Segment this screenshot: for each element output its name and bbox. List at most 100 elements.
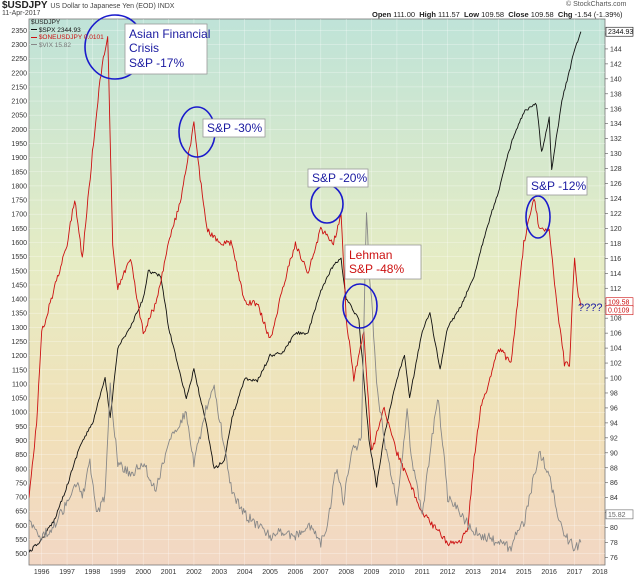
legend-item-spx: $SPX 2344.93	[31, 27, 104, 35]
x-tick-label: 1996	[34, 569, 50, 576]
left-tick-label: 800	[15, 466, 27, 473]
left-tick-label: 650	[15, 509, 27, 516]
right-tick-label: 116	[610, 256, 621, 263]
right-tick-label: 144	[610, 46, 622, 53]
left-tick-label: 2250	[11, 56, 27, 63]
last-value-label: 0.0109	[608, 308, 630, 315]
right-tick-label: 88	[610, 465, 618, 472]
annotation-asian-line3: S&P -17%	[129, 56, 184, 70]
series-line-spx	[29, 31, 582, 553]
x-tick-label: 1999	[110, 569, 126, 576]
left-tick-label: 2000	[11, 127, 27, 134]
right-tick-label: 106	[610, 331, 622, 338]
left-tick-label: 1750	[11, 198, 27, 205]
last-value-label: 2344.93	[608, 29, 633, 36]
left-tick-label: 1900	[11, 155, 27, 162]
left-tick-label: 1700	[11, 212, 27, 219]
left-tick-label: 850	[15, 452, 27, 459]
open-label: Open	[372, 10, 392, 19]
right-tick-label: 78	[610, 540, 618, 547]
left-tick-label: 1200	[11, 353, 27, 360]
x-tick-label: 2007	[313, 569, 329, 576]
series-line-oneusdjpy	[29, 36, 582, 547]
x-tick-label: 2016	[541, 569, 557, 576]
x-tick-label: 2013	[465, 569, 481, 576]
right-tick-label: 122	[610, 211, 622, 218]
stockcharts-brand: © StockCharts.com	[566, 1, 627, 8]
chart-header: $USDJPY US Dollar to Japanese Yen (EOD) …	[2, 0, 174, 11]
x-axis: 1996 1997 1998 1999 2000 2001 2002 2003 2004 2005…	[34, 569, 608, 576]
x-tick-label: 2006	[288, 569, 304, 576]
x-tick-label: 2002	[186, 569, 202, 576]
series-line-vix	[29, 212, 582, 552]
right-tick-label: 118	[610, 241, 621, 248]
right-axis: 7678808284868890929496981001021041061081…	[605, 31, 622, 562]
plot-background	[28, 18, 606, 566]
right-tick-label: 140	[610, 76, 622, 83]
left-tick-label: 550	[15, 537, 27, 544]
left-tick-label: 900	[15, 438, 27, 445]
right-tick-label: 120	[610, 226, 622, 233]
right-tick-label: 92	[610, 435, 618, 442]
left-tick-label: 500	[15, 551, 27, 558]
annotation-lehman-line1: Lehman	[349, 248, 392, 262]
close-value: 109.58	[530, 10, 554, 19]
high-value: 111.57	[438, 10, 460, 19]
left-tick-label: 750	[15, 480, 27, 487]
left-tick-label: 600	[15, 523, 27, 530]
left-tick-label: 1500	[11, 268, 27, 275]
left-axis: 500 550 600 650 700 750 800 850 900 950 1000 1050 11…	[11, 28, 27, 558]
left-tick-label: 2350	[11, 28, 27, 35]
left-tick-label: 2100	[11, 99, 27, 106]
high-label: High	[419, 10, 436, 19]
x-tick-label: 2018	[592, 569, 608, 576]
legend-item-oneusdjpy: $ONEUSDJPY 0.0101	[31, 34, 104, 42]
legend-item-usdjpy: $USDJPY	[31, 19, 61, 26]
x-tick-label: 2009	[364, 569, 380, 576]
last-value-label: 15.82	[608, 512, 626, 519]
right-tick-label: 76	[610, 555, 618, 562]
left-tick-label: 1000	[11, 410, 27, 417]
chg-value: -1.54 (-1.39%)	[574, 10, 623, 19]
annotation-lehman-line2: S&P -48%	[349, 262, 404, 276]
annotation-asian-line1: Asian Financial	[129, 27, 210, 41]
annotation-asian-crisis: Asian Financial Crisis S&P -17%	[124, 23, 210, 75]
x-tick-label: 2008	[338, 569, 354, 576]
left-tick-label: 1250	[11, 339, 27, 346]
low-value: 109.58	[481, 10, 505, 19]
last-value-labels: 2344.93 109.580.0109 15.82	[605, 26, 634, 520]
x-tick-label: 2014	[491, 569, 507, 576]
left-tick-label: 1950	[11, 141, 27, 148]
last-value-label: 109.58	[608, 300, 630, 307]
left-tick-label: 2300	[11, 42, 27, 49]
x-tick-label: 2004	[237, 569, 253, 576]
right-tick-label: 100	[610, 376, 622, 383]
annotation-dotcom: S&P -30%	[202, 118, 266, 138]
x-tick-label: 1997	[59, 569, 75, 576]
left-tick-label: 700	[15, 495, 27, 502]
right-tick-label: 104	[610, 346, 622, 353]
last-value-box	[605, 509, 634, 520]
x-tick-label: 2011	[415, 569, 430, 576]
annotation-peak-2015-text: S&P -12%	[531, 179, 586, 193]
x-tick-label: 2005	[262, 569, 278, 576]
left-tick-label: 1100	[12, 381, 27, 388]
annotation-peak-2007-text: S&P -20%	[312, 171, 367, 185]
right-tick-label: 102	[610, 361, 622, 368]
right-tick-label: 80	[610, 525, 618, 532]
close-label: Close	[508, 10, 529, 19]
annotation-dotcom-text: S&P -30%	[207, 121, 262, 135]
left-tick-label: 1350	[11, 311, 27, 318]
right-tick-label: 142	[610, 61, 622, 68]
low-label: Low	[464, 10, 480, 19]
left-tick-label: 1800	[11, 183, 27, 190]
left-tick-label: 1300	[11, 325, 27, 332]
left-tick-label: 950	[15, 424, 27, 431]
right-tick-label: 96	[610, 405, 618, 412]
x-tick-label: 2003	[212, 569, 228, 576]
annotation-peak-2015: S&P -12%	[526, 176, 588, 196]
right-tick-label: 86	[610, 480, 618, 487]
left-tick-label: 1600	[11, 240, 27, 247]
series-group	[29, 31, 582, 553]
